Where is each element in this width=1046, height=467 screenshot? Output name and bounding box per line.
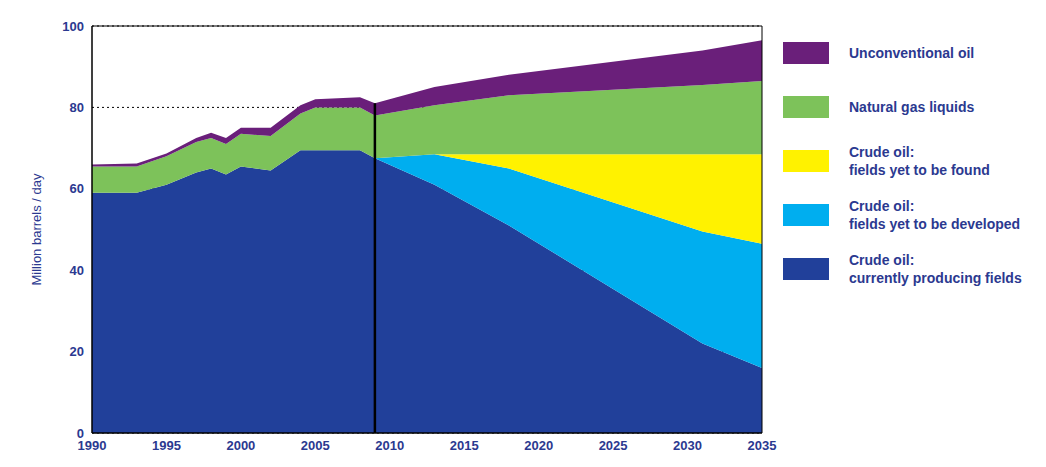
html-text:Unconventional oil: Unconventional oil [849,45,975,61]
svg-text:2035: 2035 [748,438,777,453]
html-text:Crude oil:: Crude oil: [849,252,915,268]
svg-text:60: 60 [70,181,84,196]
svg-text:2030: 2030 [673,438,702,453]
svg-text:0: 0 [77,426,84,441]
html-text:Crude oil:: Crude oil: [849,198,915,214]
svg-text:20: 20 [70,344,84,359]
svg-text:1995: 1995 [152,438,181,453]
svg-text:2005: 2005 [301,438,330,453]
svg-text:2020: 2020 [524,438,553,453]
html-text:Crude oil:: Crude oil: [849,144,915,160]
html-text:Natural gas liquids: Natural gas liquids [849,99,975,115]
svg-text:2010: 2010 [375,438,404,453]
svg-text:2000: 2000 [226,438,255,453]
svg-text:80: 80 [70,100,84,115]
html-text:fields yet to be developed: fields yet to be developed [849,216,1021,232]
svg-text:1990: 1990 [77,438,107,454]
svg-text:40: 40 [70,263,84,278]
svg-text:Million barrels / day: Million barrels / day [29,173,44,285]
svg-text:2015: 2015 [450,438,479,453]
svg-text:100: 100 [62,19,84,34]
html-text:fields yet to be found: fields yet to be found [849,162,990,178]
svg-text:2025: 2025 [599,438,628,453]
html-text:currently producing fields: currently producing fields [849,270,1022,286]
